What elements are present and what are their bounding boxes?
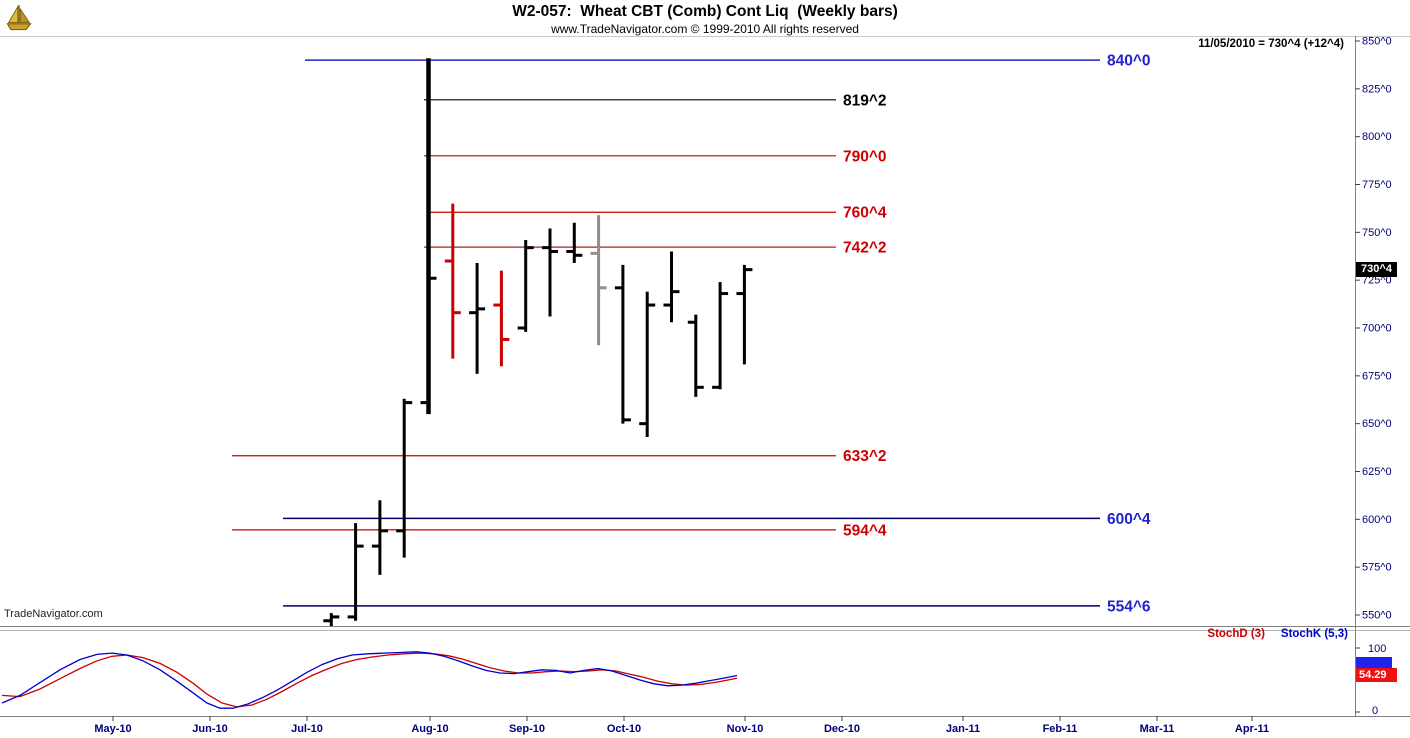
stoch-k-line [1,651,738,709]
month-label: Jul-10 [291,723,323,735]
price-axis-label: 650^0 [1362,418,1392,430]
stochd-value-box: 54.29 [1356,668,1397,682]
level-label-819-2: 819^2 [843,92,887,109]
trade-navigator-logo-icon[interactable] [4,3,34,33]
month-label: Jun-10 [192,723,227,735]
price-axis-label: 575^0 [1362,562,1392,574]
price-axis-label: 775^0 [1362,179,1392,191]
level-label-600-4: 600^4 [1107,511,1151,528]
month-label: Sep-10 [509,723,545,735]
price-axis-label: 675^0 [1362,370,1392,382]
indicator-legend: StochD (3) StochK (5,3) [1207,628,1348,640]
level-label-760-4: 760^4 [843,205,887,222]
price-axis-label: 825^0 [1362,83,1392,95]
last-quote-readout: 11/05/2010 = 730^4 (+12^4) [1198,38,1344,50]
stoch-axis-label: 0 [1372,705,1378,717]
month-label: Mar-11 [1140,723,1175,735]
price-axis-label: 800^0 [1362,131,1392,143]
price-axis-label: 600^0 [1362,514,1392,526]
price-axis-label: 625^0 [1362,466,1392,478]
month-label: Nov-10 [727,723,764,735]
level-label-790-0: 790^0 [843,148,887,165]
level-label-554-6: 554^6 [1107,598,1151,615]
chart-subtitle: www.TradeNavigator.com © 1999-2010 All r… [551,22,859,36]
level-label-633-2: 633^2 [843,448,887,465]
level-label-594-4: 594^4 [843,522,887,539]
price-axis-label: 700^0 [1362,323,1392,335]
month-label: Apr-11 [1235,723,1269,735]
price-bars [323,58,753,626]
watermark: TradeNavigator.com [4,608,103,620]
last-price-box: 730^4 [1356,262,1397,277]
level-label-742-2: 742^2 [843,240,887,257]
month-label: Jan-11 [946,723,980,735]
price-axis-label: 750^0 [1362,227,1392,239]
month-label: Aug-10 [411,723,448,735]
stochk-value-box [1356,657,1392,670]
price-axis-label: 850^0 [1362,36,1392,48]
price-axis-label: 550^0 [1362,610,1392,622]
stochk-label[interactable]: StochK (5,3) [1280,628,1348,640]
level-label-840-0: 840^0 [1107,53,1151,70]
price-axis-label: 725^0 [1362,275,1392,287]
stochd-label[interactable]: StochD (3) [1207,628,1265,640]
stoch-axis-label: 100 [1368,643,1386,655]
month-label: Oct-10 [607,723,641,735]
month-label: Dec-10 [824,723,860,735]
month-label: Feb-11 [1043,723,1078,735]
chart-title: W2-057: Wheat CBT (Comb) Cont Liq (Weekl… [512,3,898,20]
stoch-d-line [1,652,738,708]
month-label: May-10 [94,723,131,735]
